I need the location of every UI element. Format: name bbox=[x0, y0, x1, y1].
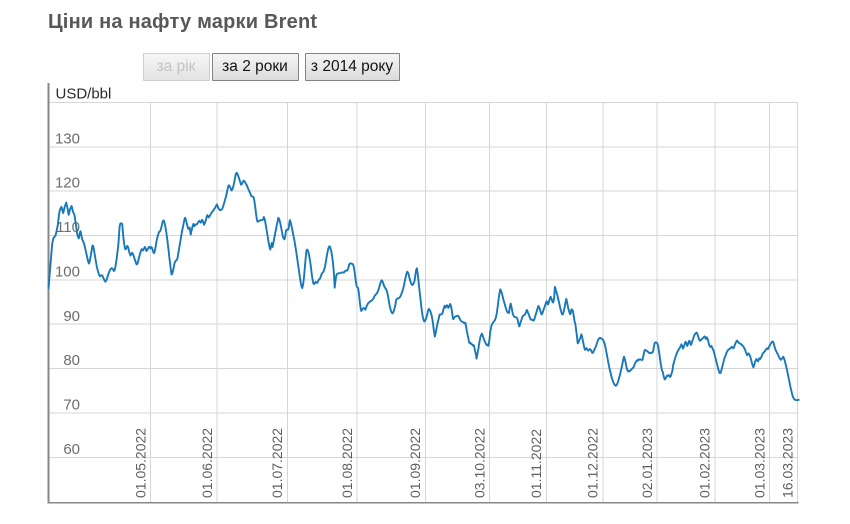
svg-text:100: 100 bbox=[55, 263, 80, 280]
svg-text:70: 70 bbox=[63, 396, 80, 413]
svg-text:01.05.2022: 01.05.2022 bbox=[132, 428, 148, 498]
svg-text:01.02.2023: 01.02.2023 bbox=[697, 428, 713, 498]
svg-text:01.09.2022: 01.09.2022 bbox=[407, 428, 423, 498]
svg-text:01.11.2022: 01.11.2022 bbox=[528, 429, 544, 498]
svg-text:01.07.2022: 01.07.2022 bbox=[269, 428, 285, 498]
svg-text:01.03.2023: 01.03.2023 bbox=[751, 428, 767, 498]
svg-text:01.06.2022: 01.06.2022 bbox=[199, 428, 215, 498]
svg-text:80: 80 bbox=[63, 352, 80, 369]
svg-text:130: 130 bbox=[55, 130, 80, 147]
svg-text:110: 110 bbox=[56, 219, 80, 236]
svg-text:01.08.2022: 01.08.2022 bbox=[339, 428, 355, 498]
svg-text:USD/bbl: USD/bbl bbox=[56, 85, 112, 102]
svg-text:120: 120 bbox=[55, 175, 80, 192]
svg-text:02.01.2023: 02.01.2023 bbox=[639, 428, 655, 498]
svg-text:16.03.2023: 16.03.2023 bbox=[780, 428, 796, 498]
svg-text:01.12.2022: 01.12.2022 bbox=[585, 428, 601, 498]
svg-text:60: 60 bbox=[63, 441, 80, 458]
svg-text:03.10.2022: 03.10.2022 bbox=[472, 428, 488, 498]
svg-text:90: 90 bbox=[63, 308, 80, 325]
